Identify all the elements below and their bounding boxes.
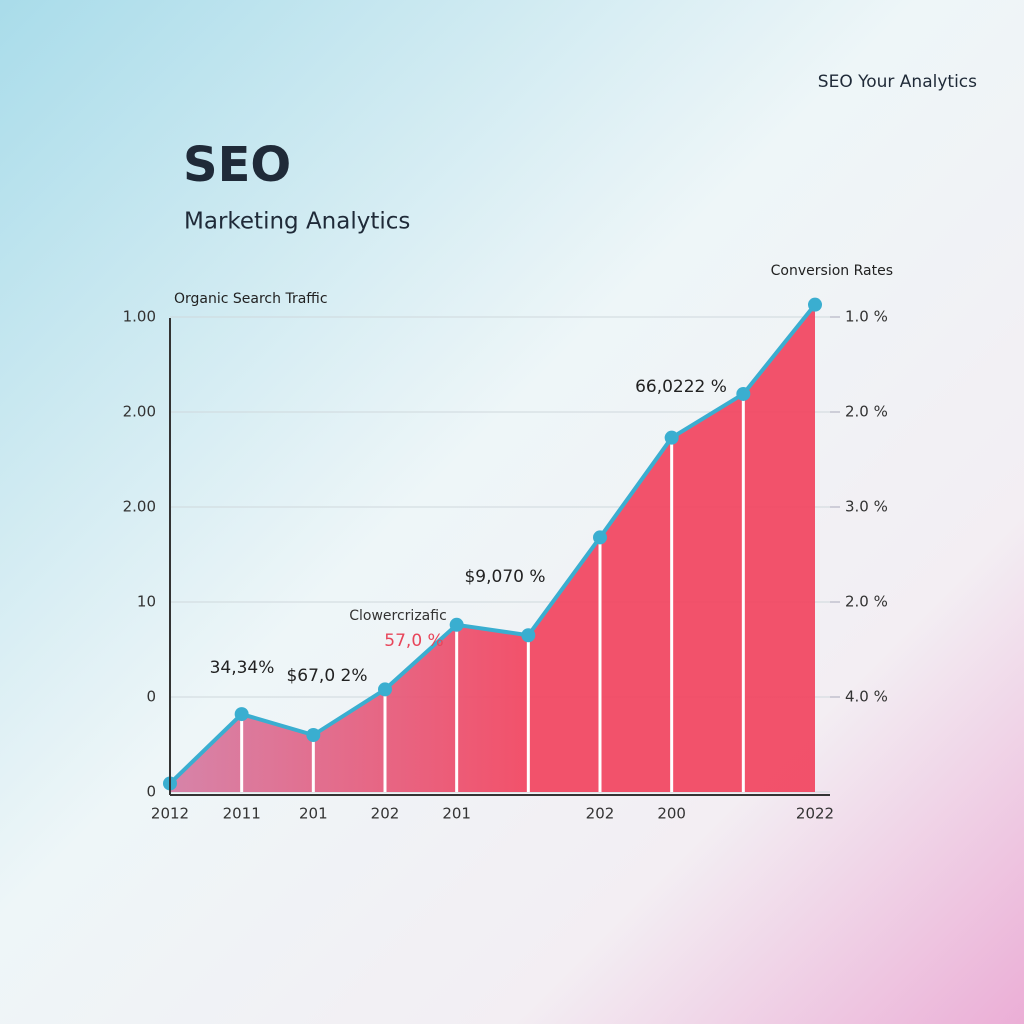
y-tick-label: 2.00: [123, 403, 156, 421]
y-tick-label: 1.00: [123, 308, 156, 326]
chart-subtitle: Marketing Analytics: [184, 209, 410, 235]
point: [449, 617, 464, 632]
annotation: $9,070 %: [464, 567, 545, 587]
x-tick-label: 202: [586, 805, 615, 823]
annotation: $67,0 2%: [286, 666, 367, 686]
annotation: 66,0222 %: [635, 377, 727, 397]
x-tick-label: 202: [371, 805, 400, 823]
y2-tick-label: 2.0 %: [845, 593, 888, 611]
point: [593, 530, 607, 545]
x-tick-label: 2012: [151, 805, 189, 823]
area: [170, 304, 815, 792]
x-tick-label: 200: [657, 805, 686, 823]
y2-tick-label: 3.0 %: [845, 498, 888, 516]
point: [521, 628, 536, 643]
point: [234, 707, 249, 722]
point: [306, 728, 321, 742]
y-axis-label: Organic Search Traffic: [174, 291, 328, 307]
x-tick-label: 201: [442, 805, 471, 823]
point: [378, 682, 392, 697]
y2-tick-label: 4.0 %: [845, 688, 888, 706]
x-tick-label: 201: [299, 805, 328, 823]
x-tick-label: 2011: [223, 805, 261, 823]
point: [664, 430, 679, 445]
point: [736, 386, 751, 401]
y-tick-label: 0: [146, 688, 156, 706]
y2-tick-label: 1.0 %: [845, 308, 888, 326]
y-tick-label: 10: [137, 593, 156, 611]
y2-axis-label: Conversion Rates: [771, 263, 893, 279]
header: SEO Your Analytics: [818, 72, 977, 92]
y-tick-label: 2.00: [123, 498, 156, 516]
annotation: 57,0 %: [384, 631, 443, 651]
annotation: 34,34%: [210, 658, 275, 678]
point: [808, 297, 822, 312]
y2-tick-label: 2.0 %: [845, 403, 888, 421]
annotation: Clowercrizafic: [349, 608, 447, 624]
x-tick-label: 2022: [796, 805, 834, 823]
chart-title: SEO: [183, 137, 291, 193]
line: [168, 303, 817, 785]
y-tick-label: 0: [146, 783, 156, 801]
